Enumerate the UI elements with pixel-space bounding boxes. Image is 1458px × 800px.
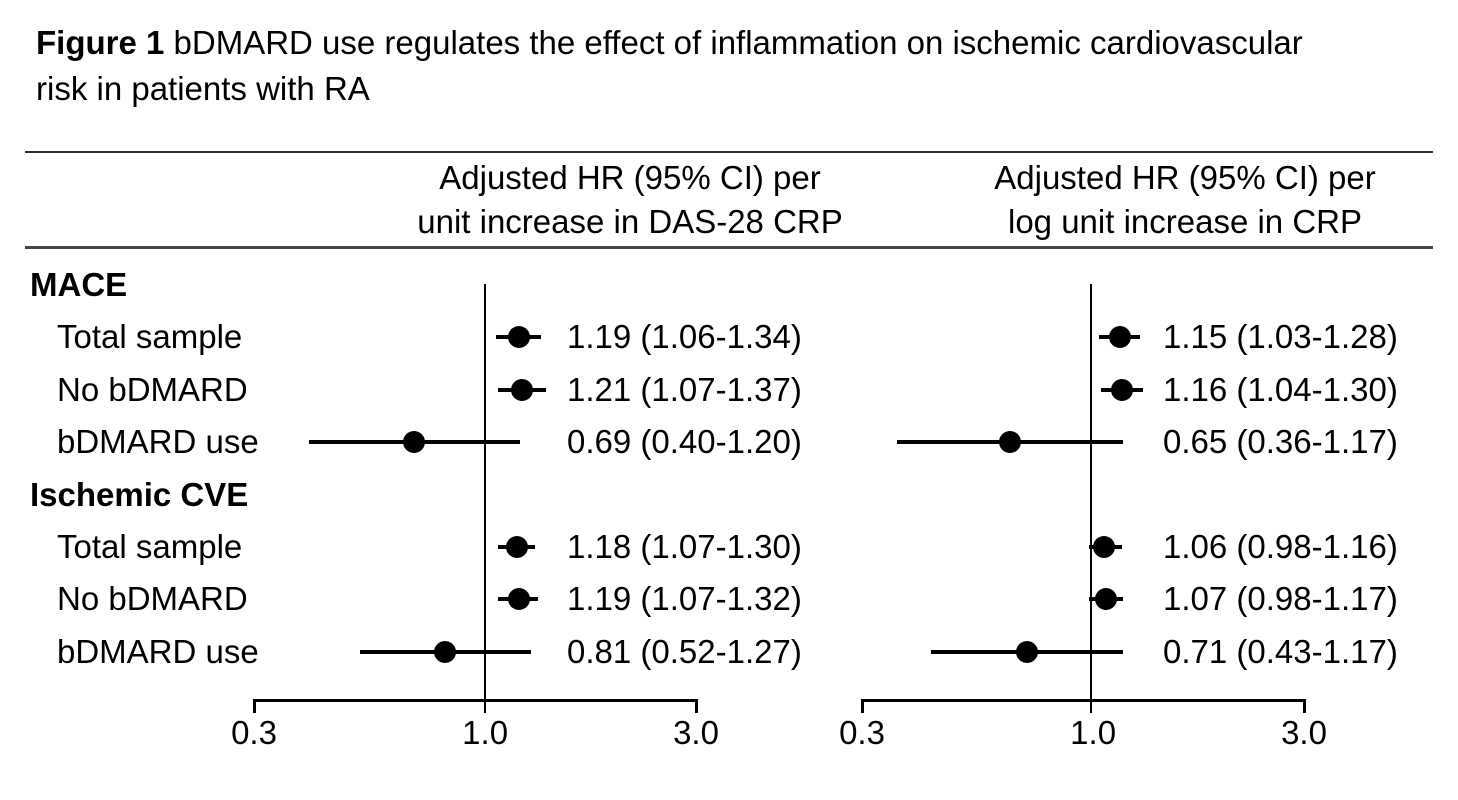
point-estimate-marker-das28 [433, 640, 456, 663]
hr-value-crp: 0.71 (0.43-1.17) [1163, 632, 1398, 670]
hr-value-crp: 1.15 (1.03-1.28) [1163, 318, 1398, 356]
x-axis-tick-label-crp: 3.0 [1281, 714, 1327, 751]
panel-header-das28: Adjusted HR (95% CI) per unit increase i… [340, 156, 920, 244]
reference-line-crp [1090, 284, 1092, 713]
x-axis-line-das28 [254, 699, 696, 702]
panel-header-crp: Adjusted HR (95% CI) per log unit increa… [895, 156, 1458, 244]
hr-value-das28: 1.21 (1.07-1.37) [567, 370, 802, 408]
x-axis-tick-label-das28: 0.3 [231, 714, 277, 751]
x-axis-tick-label-das28: 1.0 [462, 714, 509, 751]
table-header-rule [25, 246, 1433, 249]
hr-value-crp: 1.16 (1.04-1.30) [1163, 370, 1398, 408]
point-estimate-marker-das28 [505, 536, 528, 558]
panel-header-das28-line2: unit increase in DAS-28 CRP [417, 203, 843, 240]
hr-value-das28: 1.19 (1.06-1.34) [567, 318, 802, 356]
x-axis-tick-das28 [252, 699, 256, 713]
x-axis-tick-label-crp: 1.0 [1070, 714, 1117, 751]
point-estimate-marker-crp [1093, 536, 1116, 558]
x-axis-tick-crp [860, 699, 864, 713]
row-label: bDMARD use [57, 423, 259, 461]
row-label: No bDMARD [57, 370, 248, 408]
x-axis-tick-das28 [694, 699, 698, 713]
hr-value-crp: 1.06 (0.98-1.16) [1163, 528, 1398, 565]
x-axis-line-crp [862, 699, 1304, 702]
hr-value-das28: 1.19 (1.07-1.32) [567, 580, 802, 618]
figure-title-line2: risk in patients with RA [36, 70, 370, 107]
point-estimate-marker-crp [1110, 378, 1133, 401]
point-estimate-marker-das28 [507, 326, 530, 349]
figure-title-line1: bDMARD use regulates the effect of infla… [164, 24, 1303, 61]
point-estimate-marker-crp [1095, 588, 1118, 611]
panel-header-crp-line1: Adjusted HR (95% CI) per [994, 159, 1376, 196]
point-estimate-marker-crp [1108, 326, 1131, 349]
point-estimate-marker-das28 [402, 431, 425, 454]
figure-number-label: Figure 1 [36, 24, 165, 61]
point-estimate-marker-das28 [507, 588, 530, 611]
table-top-rule [25, 151, 1433, 153]
panel-header-das28-line1: Adjusted HR (95% CI) per [439, 159, 821, 196]
x-axis-tick-label-crp: 0.3 [839, 714, 885, 751]
row-label: Total sample [57, 318, 243, 356]
hr-value-crp: 1.07 (0.98-1.17) [1163, 580, 1398, 618]
point-estimate-marker-das28 [510, 378, 533, 401]
group-label: MACE [30, 266, 128, 303]
panel-header-crp-line2: log unit increase in CRP [1007, 203, 1362, 240]
row-label: bDMARD use [57, 632, 259, 670]
x-axis-tick-crp [1302, 699, 1306, 713]
figure-title: Figure 1 bDMARD use regulates the effect… [36, 20, 1303, 112]
hr-value-das28: 1.18 (1.07-1.30) [567, 528, 802, 565]
hr-value-crp: 0.65 (0.36-1.17) [1163, 423, 1398, 461]
row-label: No bDMARD [57, 580, 248, 618]
hr-value-das28: 0.81 (0.52-1.27) [567, 632, 802, 670]
row-label: Total sample [57, 528, 243, 565]
group-label: Ischemic CVE [30, 475, 249, 513]
reference-line-das28 [484, 284, 486, 713]
point-estimate-marker-crp [1016, 640, 1039, 663]
x-axis-tick-label-das28: 3.0 [673, 714, 719, 751]
hr-value-das28: 0.69 (0.40-1.20) [567, 423, 802, 461]
point-estimate-marker-crp [999, 431, 1022, 454]
